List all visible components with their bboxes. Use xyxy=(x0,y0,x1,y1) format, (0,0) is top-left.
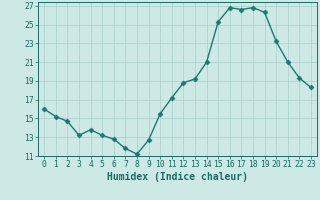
X-axis label: Humidex (Indice chaleur): Humidex (Indice chaleur) xyxy=(107,172,248,182)
